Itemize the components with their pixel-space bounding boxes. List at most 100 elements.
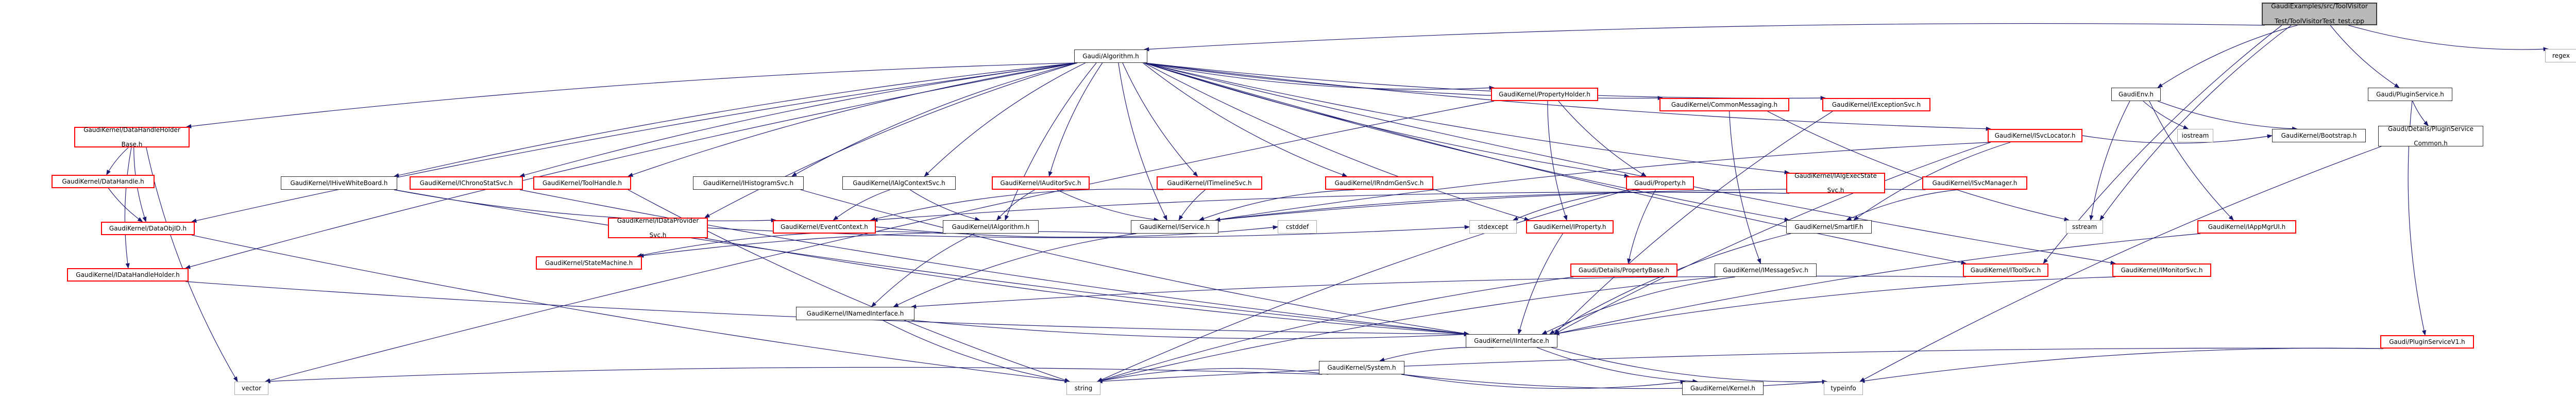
node-ihistogram[interactable]: GaudiKernel/IHistogramSvc.h [693, 176, 804, 190]
node-idataprovider[interactable]: GaudiKernel/IDataProvider Svc.h [608, 217, 708, 239]
node-kernel[interactable]: GaudiKernel/Kernel.h [1682, 382, 1764, 395]
edge-commonmessaging-to-imessagesvc [1729, 111, 1761, 264]
edge-ichronostat-to-iinterface [519, 189, 1470, 336]
node-iinterface[interactable]: GaudiKernel/IInterface.h [1466, 334, 1557, 348]
edge-algorithm-to-dataobjid [191, 62, 1078, 223]
edge-iexceptionsvc-to-iinterface [1554, 111, 1833, 335]
node-itoolsvc[interactable]: GaudiKernel/IToolSvc.h [1963, 263, 2048, 277]
edge-algorithm-to-idatahandleholder [185, 62, 1078, 269]
node-irndmgen[interactable]: GaudiKernel/IRndmGenSvc.h [1325, 176, 1433, 190]
edge-datahandle-to-dataobjid [108, 188, 143, 222]
edge-ialgcontext-to-eventcontext [833, 189, 890, 221]
node-ichronostat[interactable]: GaudiKernel/IChronoStatSvc.h [410, 176, 523, 190]
node-commonmessaging[interactable]: GaudiKernel/CommonMessaging.h [1659, 98, 1789, 111]
edge-algorithm-to-property [1144, 62, 1630, 178]
edge-itimeline-to-iservice [1178, 189, 1206, 221]
edge-isvclocator-to-smartif [1853, 142, 2011, 221]
edge-irndmgen-to-iservice [1198, 189, 1355, 221]
edge-algorithm-to-imonitorsvc [1144, 62, 2116, 265]
edge-imessagesvc-to-string [1096, 276, 1718, 383]
edge-algorithm-to-ihistogram [791, 62, 1078, 177]
node-string: string [1066, 382, 1100, 395]
node-datahandle[interactable]: GaudiKernel/DataHandle.h [52, 175, 155, 188]
edge-propertybase-to-string [1097, 276, 1574, 383]
edge-pluginsvc-to-pluginsvccommon [2412, 101, 2429, 126]
edge-iappmgrui-to-iinterface [1553, 233, 2201, 336]
edge-algorithm-to-datahandleholderbase [185, 62, 1078, 129]
node-idatahandleholder[interactable]: GaudiKernel/IDataHandleHolder.h [67, 268, 189, 282]
edge-gaudienv-to-iostream [2143, 101, 2189, 129]
node-cstddef: cstddef [1278, 220, 1317, 234]
edge-iauditor-to-iservice [1056, 189, 1159, 222]
edge-root-to-algorithm [1143, 23, 2265, 52]
node-bootstrap[interactable]: GaudiKernel/Bootstrap.h [2272, 129, 2366, 142]
edge-system-to-kernel [1401, 374, 1686, 389]
edge-gaudienv-to-sstream [2089, 101, 2130, 221]
edge-algorithm-to-iproperty [1144, 62, 1530, 221]
edge-gaudienv-to-bootstrap [2157, 101, 2298, 131]
edge-root-to-pluginsvc [2330, 25, 2400, 88]
edge-pluginservicev1-to-typeinfo [1859, 348, 2384, 383]
node-root[interactable]: GaudiExamples/src/ToolVisitor Test/ToolVi… [2262, 2, 2377, 25]
edge-ialgorithm-to-statemachine [636, 231, 946, 258]
edge-pluginservicev1-to-string [1096, 348, 2384, 384]
node-propertyholder[interactable]: GaudiKernel/PropertyHolder.h [1491, 88, 1598, 101]
edge-commonmessaging-to-sstream [1767, 111, 2070, 222]
edge-iinterface-to-system [1379, 346, 1494, 362]
node-toolhandle[interactable]: GaudiKernel/ToolHandle.h [533, 176, 631, 190]
node-iservice[interactable]: GaudiKernel/IService.h [1131, 220, 1218, 234]
edge-isvclocator-to-iservice [1214, 142, 1991, 222]
node-smartif[interactable]: GaudiKernel/SmartIF.h [1786, 220, 1872, 234]
node-eventcontext[interactable]: GaudiKernel/EventContext.h [773, 220, 876, 234]
edge-isvclocator-to-iinterface [1554, 142, 1991, 335]
node-stdexcept: stdexcept [1469, 220, 1517, 234]
node-dataobjid[interactable]: GaudiKernel/DataObjID.h [101, 222, 195, 235]
edge-algorithm-to-ialgexecstate [1144, 62, 1790, 175]
node-gaudienv[interactable]: GaudiEnv.h [2111, 88, 2161, 101]
edge-algorithm-to-idataprovider [704, 62, 1078, 218]
node-ialgorithm[interactable]: GaudiKernel/IAlgorithm.h [943, 220, 1039, 234]
node-property[interactable]: Gaudi/Property.h [1626, 176, 1694, 190]
node-datahandleholderbase[interactable]: GaudiKernel/DataHandleHolder Base.h [74, 126, 190, 148]
node-vector: vector [234, 382, 268, 395]
edge-algorithm-to-smartif [1144, 62, 1790, 222]
node-itimeline[interactable]: GaudiKernel/ITimelineSvc.h [1157, 176, 1262, 190]
node-inamedinterface[interactable]: GaudiKernel/INamedInterface.h [796, 307, 914, 320]
node-isvcmanager[interactable]: GaudiKernel/ISvcManager.h [1922, 176, 2027, 190]
edge-algorithm-to-toolhandle [628, 62, 1078, 177]
node-pluginsvccommon[interactable]: Gaudi/Details/PluginService Common.h [2378, 125, 2483, 147]
edge-propertyholder-to-vector [264, 101, 1495, 383]
edge-eventcontext-to-cstddef [875, 225, 1279, 238]
node-iauditor[interactable]: GaudiKernel/IAuditorSvc.h [992, 176, 1090, 190]
node-iostream: iostream [2177, 129, 2213, 142]
node-pluginservicev1[interactable]: Gaudi/PluginServiceV1.h [2380, 335, 2474, 349]
node-algorithm[interactable]: Gaudi/Algorithm.h [1074, 50, 1147, 63]
edge-itimeline-to-eventcontext [870, 189, 1163, 221]
node-statemachine[interactable]: GaudiKernel/StateMachine.h [536, 256, 642, 270]
node-propertybase[interactable]: Gaudi/Details/PropertyBase.h [1570, 263, 1677, 277]
edge-system-to-vector [264, 367, 1323, 384]
edge-algorithm-to-ialgorithm [1005, 62, 1097, 221]
node-system[interactable]: GaudiKernel/System.h [1319, 361, 1404, 374]
node-ialgexecstate[interactable]: GaudiKernel/IAlgExecState Svc.h [1786, 172, 1885, 194]
node-pluginsvc[interactable]: Gaudi/PluginService.h [2368, 88, 2452, 101]
edge-ialgcontext-to-ialgorithm [910, 189, 980, 221]
edge-imonitorsvc-to-iinterface [1553, 276, 2116, 336]
node-iproperty[interactable]: GaudiKernel/IProperty.h [1526, 220, 1614, 234]
node-iexceptionsvc[interactable]: GaudiKernel/IExceptionSvc.h [1822, 98, 1930, 111]
edge-algorithm-to-ichronostat [519, 62, 1078, 177]
node-ialgcontext[interactable]: GaudiKernel/IAlgContextSvc.h [842, 176, 956, 190]
edge-algorithm-to-ihivewhiteboard [393, 62, 1078, 177]
node-iappmgrui[interactable]: GaudiKernel/IAppMgrUI.h [2197, 220, 2296, 234]
node-isvclocator[interactable]: GaudiKernel/ISvcLocator.h [1988, 129, 2082, 142]
node-imessagesvc[interactable]: GaudiKernel/IMessageSvc.h [1715, 263, 1817, 277]
node-ihivewhiteboard[interactable]: GaudiKernel/IHiveWhiteBoard.h [281, 176, 397, 190]
edge-algorithm-to-irndmgen [1143, 62, 1348, 177]
edge-imessagesvc-to-iinterface [1541, 276, 1735, 335]
node-imonitorsvc[interactable]: GaudiKernel/IMonitorSvc.h [2112, 263, 2211, 277]
edge-isvcmanager-to-smartif [1846, 189, 1958, 221]
edge-ialgexecstate-to-iservice [1214, 191, 1790, 222]
edge-algorithm-to-iexceptionsvc [1144, 62, 1826, 101]
edge-iinterface-to-typeinfo [1551, 347, 1828, 384]
